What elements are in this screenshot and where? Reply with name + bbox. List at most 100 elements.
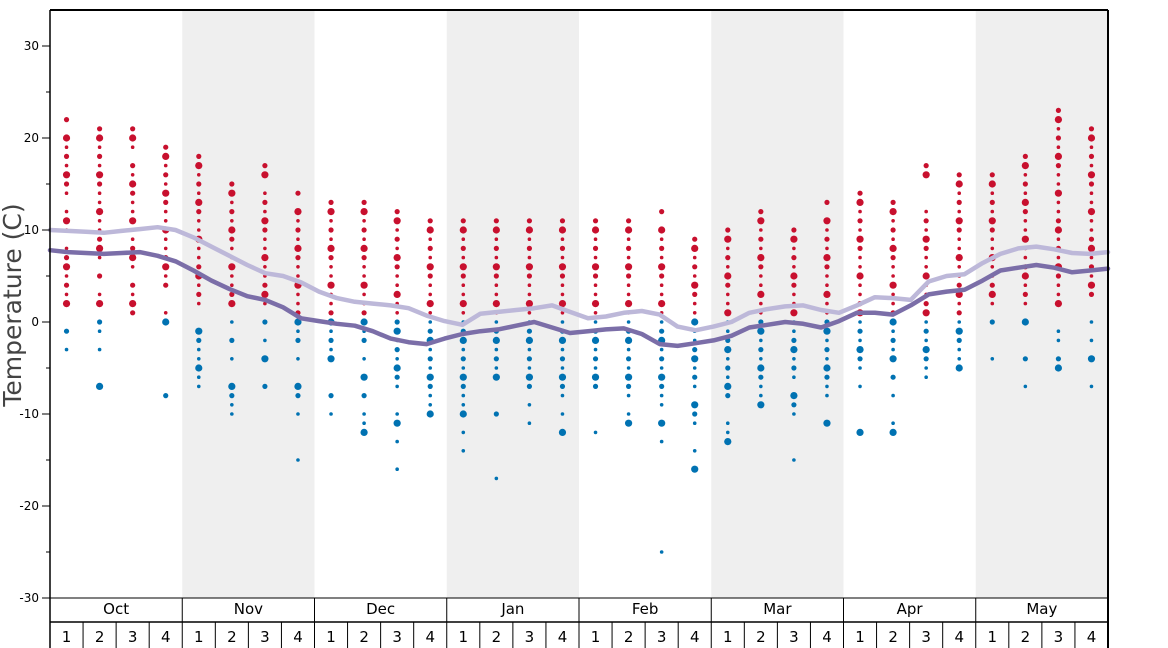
temperature-dot (591, 336, 600, 344)
temperature-dot (990, 237, 995, 241)
temperature-dot (328, 310, 334, 316)
temperature-dot (856, 428, 864, 436)
temperature-dot (725, 365, 731, 371)
temperature-dot (95, 171, 104, 179)
month-band (446, 10, 579, 598)
temperature-dot (956, 227, 962, 233)
temperature-dot (129, 217, 137, 225)
week-label: 1 (62, 628, 72, 646)
temperature-dot (692, 291, 698, 297)
temperature-dot (329, 265, 333, 269)
temperature-dot (758, 264, 764, 270)
temperature-dot (459, 373, 467, 381)
temperature-dot (130, 265, 135, 269)
temperature-dot (163, 219, 168, 223)
temperature-dot (163, 393, 169, 399)
temperature-dot (990, 191, 995, 195)
temperature-dot (362, 237, 366, 241)
temperature-dot (393, 419, 401, 427)
temperature-dot (494, 476, 499, 481)
temperature-dot (527, 255, 532, 260)
temperature-dot (196, 255, 201, 260)
temperature-dot (428, 393, 433, 398)
temperature-dot (394, 347, 400, 353)
temperature-dot (362, 265, 366, 269)
temperature-dot (427, 356, 433, 362)
temperature-dot (757, 364, 765, 372)
temperature-dot (230, 219, 234, 223)
temperature-dot (360, 208, 368, 216)
temperature-dot (890, 227, 896, 233)
temperature-dot (426, 263, 434, 271)
temperature-dot (525, 300, 534, 308)
temperature-dot (1023, 283, 1028, 288)
temperature-dot (559, 356, 566, 362)
temperature-dot (757, 401, 765, 409)
temperature-dot (395, 228, 399, 232)
temperature-dot (724, 346, 732, 354)
temperature-dot (922, 346, 930, 354)
temperature-dot (558, 428, 567, 436)
average-lines (47, 224, 1111, 349)
temperature-dot (825, 384, 829, 389)
temperature-dot (196, 219, 201, 223)
temperature-dot (229, 291, 235, 297)
temperature-dot (361, 227, 367, 233)
temperature-dot (955, 364, 963, 372)
temperature-dot (989, 282, 995, 288)
temperature-dot (758, 374, 764, 380)
week-label: 3 (657, 628, 667, 646)
temperature-dot (329, 301, 333, 306)
temperature-dot (295, 255, 301, 261)
month-band (711, 10, 844, 598)
temperature-dot (757, 254, 765, 262)
temperature-dot (97, 347, 102, 352)
temperature-dot (891, 292, 895, 297)
temperature-dot (63, 181, 70, 187)
temperature-dot (889, 318, 897, 326)
temperature-dot (957, 347, 962, 352)
temperature-dot (988, 180, 996, 188)
temperature-dot (558, 300, 567, 308)
temperature-dot (394, 209, 400, 215)
temperature-dot (263, 265, 267, 269)
temperature-dot (725, 357, 730, 361)
temperature-dot (461, 237, 466, 241)
temperature-dot (428, 311, 433, 315)
temperature-dot (63, 255, 70, 261)
temperature-dot (296, 274, 300, 278)
lower-average-line (47, 247, 1111, 349)
temperature-dot (791, 255, 797, 261)
month-band (182, 10, 315, 598)
temperature-dot (692, 347, 698, 353)
temperature-dot (593, 430, 598, 435)
temperature-dot (163, 274, 168, 278)
temperature-dot (957, 237, 962, 241)
temperature-dot (162, 263, 170, 271)
temperature-dot (592, 273, 599, 279)
temperature-dot (823, 217, 831, 225)
temperature-dot (328, 199, 334, 205)
temperature-dot (792, 412, 796, 416)
temperature-dot (624, 300, 633, 308)
temperature-dot (790, 392, 798, 400)
temperature-dot (493, 411, 499, 417)
temperature-dot (97, 163, 102, 168)
temperature-dot (526, 245, 533, 251)
temperature-dot (759, 357, 763, 361)
temperature-dot (659, 347, 664, 352)
temperature-dot (97, 219, 102, 223)
temperature-dot (890, 255, 896, 261)
temperature-dot (1089, 255, 1094, 260)
temperature-dot (461, 449, 466, 453)
temperature-dot (559, 218, 566, 224)
temperature-dot (360, 244, 368, 252)
temperature-dot (725, 292, 730, 297)
temperature-dot (460, 273, 466, 279)
temperature-dot (394, 374, 400, 380)
temperature-dot (858, 366, 862, 370)
temperature-dot (791, 227, 797, 233)
temperature-dot (1023, 301, 1028, 306)
temperature-dot (724, 309, 732, 317)
